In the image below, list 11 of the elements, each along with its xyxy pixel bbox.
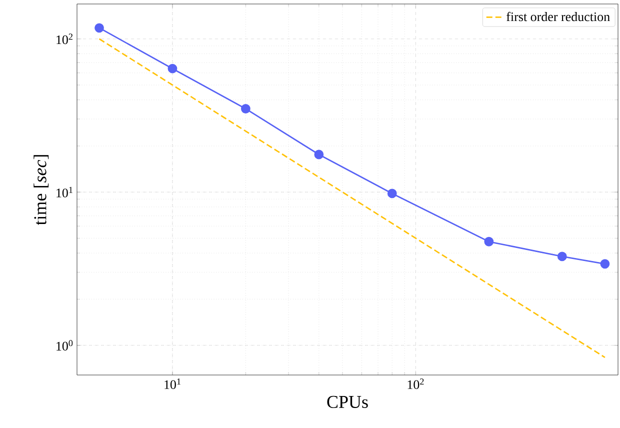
y-tick-label: 10$^{2}$ [56,34,72,44]
point [240,104,250,114]
y-tick-label: 10$^{1}$ [56,186,72,198]
point [387,188,397,198]
legend-label: first order reduction [506,12,610,22]
point [94,23,104,33]
point [168,64,178,74]
x-axis-title: CPUs [327,396,368,408]
y-tick-label: 10$^{0}$ [56,340,73,351]
y-axis-title: time [sec] [34,155,49,226]
point [314,150,324,160]
